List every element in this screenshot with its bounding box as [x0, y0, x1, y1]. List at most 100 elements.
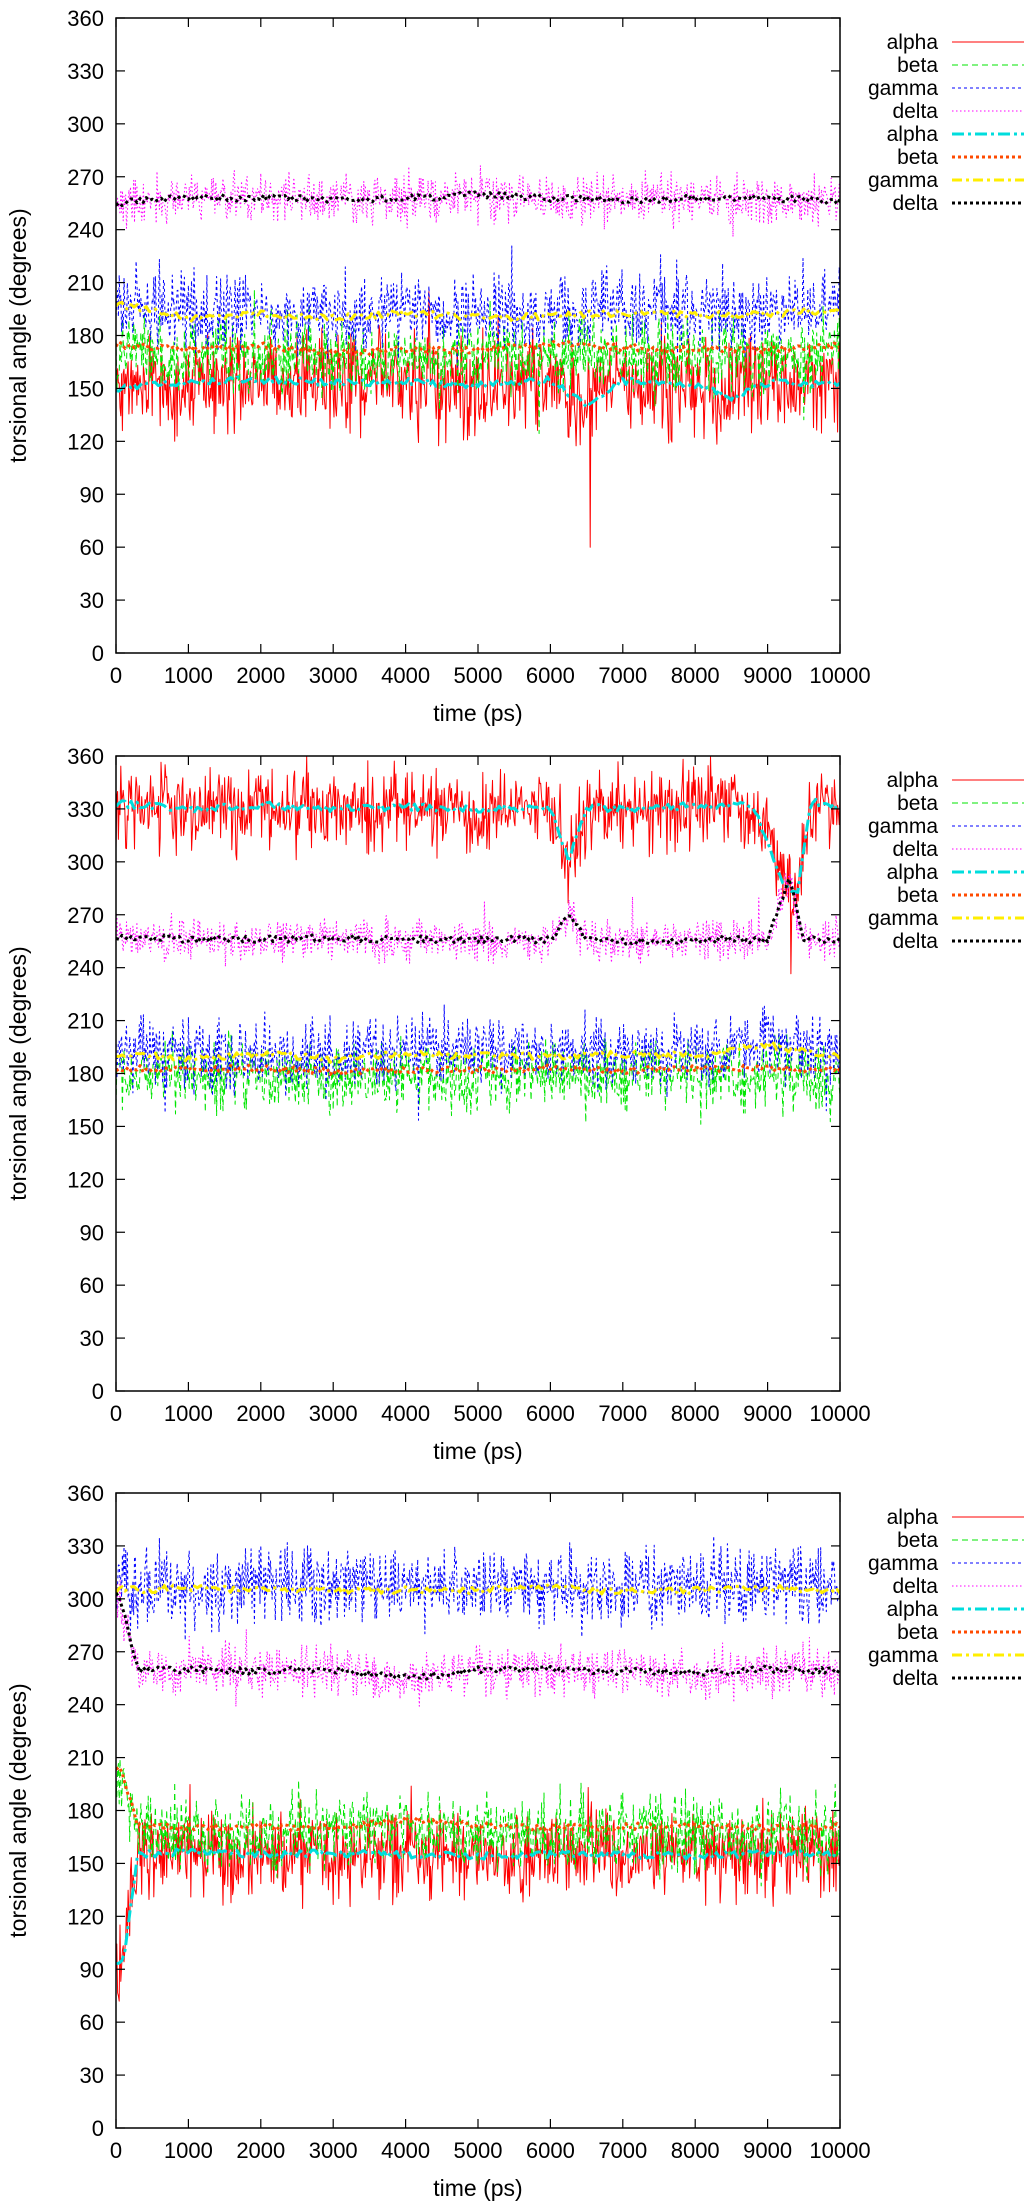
x-tick-label: 3000	[309, 1401, 358, 1426]
x-tick-label: 0	[110, 1401, 122, 1426]
x-tick-label: 9000	[743, 1401, 792, 1426]
y-tick-label: 150	[67, 376, 104, 401]
y-tick-label: 180	[67, 1062, 104, 1087]
legend-label-alpha: alpha	[887, 769, 939, 792]
y-tick-label: 210	[67, 1746, 104, 1771]
x-tick-label: 2000	[236, 2138, 285, 2163]
y-tick-label: 0	[92, 1379, 104, 1404]
x-tick-label: 6000	[526, 663, 575, 688]
plot-area	[116, 164, 840, 548]
legend-label-delta: delta	[892, 1575, 938, 1598]
chart-2: 0 1000 2000 3000 4000 5000 6000 7000 8000 9000 100…	[5, 744, 1024, 1464]
x-tick-label: 0	[110, 2138, 122, 2163]
x-tick-label: 5000	[454, 1401, 503, 1426]
legend-label-delta: delta	[892, 192, 938, 215]
x-tick-label: 8000	[671, 663, 720, 688]
x-axis-label: time (ps)	[433, 2175, 522, 2201]
x-tick-label: 4000	[381, 1401, 430, 1426]
legend-label-delta: delta	[892, 1667, 938, 1690]
series-avg-alpha	[116, 797, 840, 894]
legend-label-beta: beta	[897, 1529, 938, 1552]
x-tick-label: 10000	[809, 1401, 870, 1426]
series-raw-delta	[116, 873, 840, 968]
series-avg-delta	[116, 877, 840, 946]
y-tick-label: 0	[92, 641, 104, 666]
y-tick-label: 30	[80, 1326, 104, 1351]
legend-label-gamma: gamma	[868, 169, 938, 192]
y-tick-label: 360	[67, 1481, 104, 1506]
y-tick-label: 120	[67, 1167, 104, 1192]
legend-label-gamma: gamma	[868, 1552, 938, 1575]
series-avg-delta	[116, 1592, 840, 1681]
x-tick-label: 5000	[454, 2138, 503, 2163]
legend-label-delta: delta	[892, 100, 938, 123]
x-tick-label: 6000	[526, 2138, 575, 2163]
legend-label-alpha: alpha	[887, 861, 939, 884]
y-tick-label: 240	[67, 1693, 104, 1718]
plot-frame	[115, 755, 841, 1392]
y-tick-label: 120	[67, 429, 104, 454]
y-tick-label: 300	[67, 850, 104, 875]
y-tick-label: 180	[67, 324, 104, 349]
legend-label-alpha: alpha	[887, 1598, 939, 1621]
x-tick-label: 7000	[598, 1401, 647, 1426]
legend-label-delta: delta	[892, 838, 938, 861]
y-tick-label: 240	[67, 218, 104, 243]
series-raw-beta	[116, 1028, 840, 1125]
legend-label-beta: beta	[897, 146, 938, 169]
legend-label-delta: delta	[892, 930, 938, 953]
series-raw-gamma	[116, 1004, 840, 1121]
x-tick-label: 10000	[809, 663, 870, 688]
y-tick-label: 60	[80, 535, 104, 560]
legend-label-gamma: gamma	[868, 77, 938, 100]
plot-area	[116, 756, 840, 1125]
y-tick-label: 240	[67, 956, 104, 981]
y-tick-label: 360	[67, 744, 104, 769]
series-raw-alpha	[116, 756, 840, 975]
series-avg-alpha	[116, 375, 840, 409]
y-tick-label: 90	[80, 482, 104, 507]
x-tick-label: 4000	[381, 663, 430, 688]
y-tick-label: 120	[67, 1904, 104, 1929]
x-tick-label: 1000	[164, 1401, 213, 1426]
y-tick-label: 270	[67, 165, 104, 190]
x-tick-label: 10000	[809, 2138, 870, 2163]
legend-label-beta: beta	[897, 1621, 938, 1644]
x-tick-label: 0	[110, 663, 122, 688]
x-tick-label: 9000	[743, 2138, 792, 2163]
legend-label-beta: beta	[897, 792, 938, 815]
y-tick-label: 60	[80, 1273, 104, 1298]
legend-label-alpha: alpha	[887, 123, 939, 146]
y-tick-label: 330	[67, 59, 104, 84]
y-axis-label: torsional angle (degrees)	[5, 1683, 31, 1937]
series-raw-alpha	[116, 291, 840, 548]
y-tick-label: 60	[80, 2010, 104, 2035]
x-tick-label: 4000	[381, 2138, 430, 2163]
y-tick-label: 300	[67, 1587, 104, 1612]
series-avg-gamma	[116, 300, 840, 323]
chart-1: 0 1000 2000 3000 4000 5000 6000 7000 8000 9000 100…	[5, 6, 1024, 726]
x-axis-label: time (ps)	[433, 1438, 522, 1464]
series-avg-delta	[116, 190, 840, 208]
legend-label-alpha: alpha	[887, 31, 939, 54]
series-raw-gamma	[116, 1535, 840, 1641]
x-tick-label: 8000	[671, 1401, 720, 1426]
series-avg-gamma	[116, 1583, 840, 1596]
series-raw-delta	[116, 1579, 840, 1708]
y-tick-label: 30	[80, 2063, 104, 2088]
chart-3: 0 1000 2000 3000 4000 5000 6000 7000 8000 9000 100…	[5, 1481, 1024, 2201]
x-tick-label: 3000	[309, 663, 358, 688]
y-axis-label: torsional angle (degrees)	[5, 946, 31, 1200]
x-tick-label: 3000	[309, 2138, 358, 2163]
x-tick-label: 2000	[236, 663, 285, 688]
plot-area	[116, 1535, 840, 2002]
series-raw-delta	[116, 164, 840, 238]
x-tick-label: 5000	[454, 663, 503, 688]
y-tick-label: 270	[67, 903, 104, 928]
x-tick-label: 6000	[526, 1401, 575, 1426]
x-tick-label: 7000	[598, 663, 647, 688]
series-raw-beta	[116, 1758, 840, 1887]
series-avg-alpha	[116, 1847, 840, 1966]
